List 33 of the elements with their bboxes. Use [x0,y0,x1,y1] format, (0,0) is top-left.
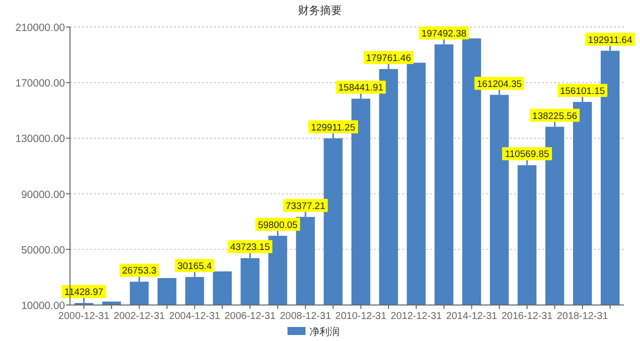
legend: 净利润 [288,327,340,338]
x-tick-label: 2010-12-31 [335,311,387,322]
y-tick-label: 10000.00 [21,300,66,312]
data-label: 110569.85 [504,149,550,160]
x-tick-label: 2002-12-31 [114,311,166,322]
data-label: 158441.91 [338,82,384,94]
data-label: 156101.15 [560,86,605,97]
data-label: 30165.4 [177,260,212,272]
y-tick-label: 130000.00 [15,133,66,146]
x-tick-label: 2012-12-31 [390,311,442,322]
data-label: 43723.15 [230,242,270,254]
x-tick-label: 2006-12-31 [224,311,276,322]
y-tick-label: 170000.00 [15,78,66,90]
data-label: 192911.64 [588,34,632,46]
chart-title: 财务摘要 [298,4,342,17]
data-label: 59800.05 [258,220,298,231]
data-label: 129911.25 [311,122,356,134]
legend-label: 净利润 [310,326,340,338]
x-tick-label: 2014-12-31 [446,311,498,322]
data-label: 179761.46 [366,53,412,64]
y-tick-label: 210000.00 [15,22,66,34]
data-label: 73377.21 [286,200,326,212]
y-tick-label: 90000.00 [21,188,66,201]
data-label: 197492.38 [421,28,466,40]
x-tick-label: 2018-12-31 [556,311,608,322]
x-tick-label: 2004-12-31 [169,311,221,322]
x-tick-label: 2016-12-31 [501,311,554,322]
data-label: 26753.3 [122,266,156,277]
x-tick-label: 2000-12-31 [58,311,110,322]
data-label: 138225.56 [532,110,578,122]
data-label: 161204.35 [476,78,522,90]
x-tick-label: 2008-12-31 [280,311,332,322]
y-tick-label: 50000.00 [21,244,66,256]
